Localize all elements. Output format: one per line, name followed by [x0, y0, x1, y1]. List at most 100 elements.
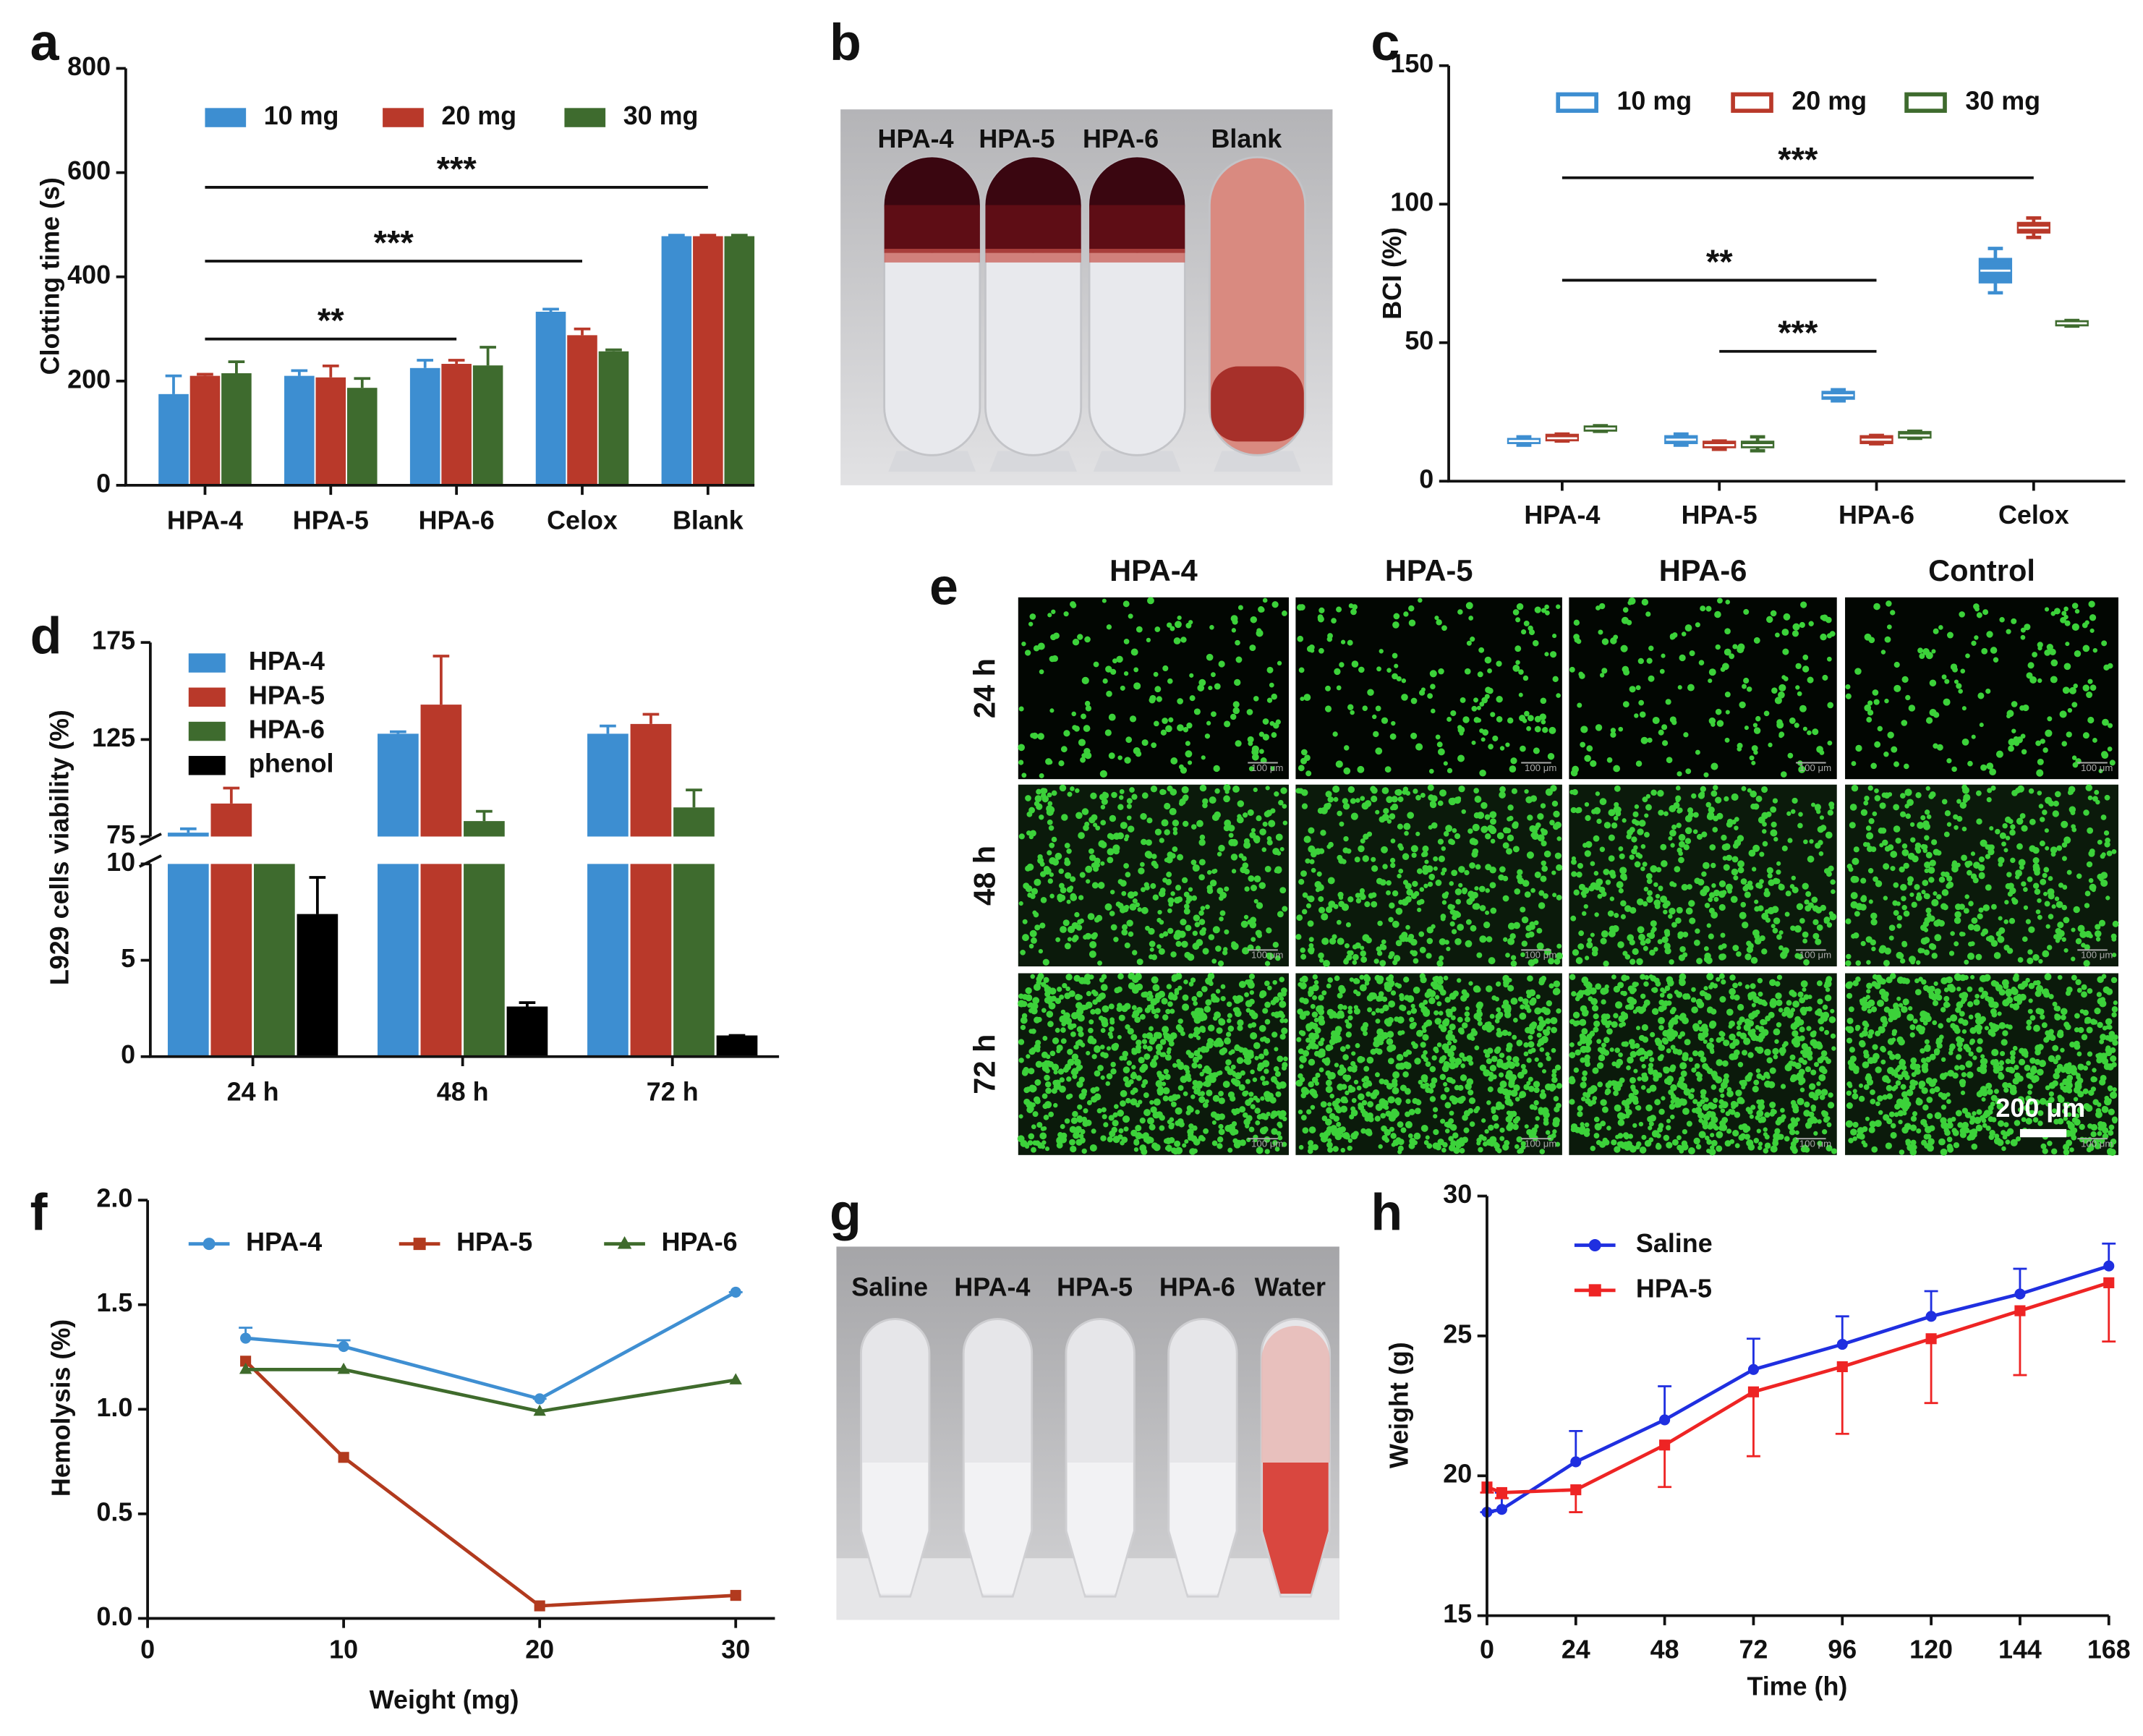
tube-liquid	[1170, 1463, 1236, 1594]
x-tick-label: 0	[140, 1635, 155, 1664]
marker	[730, 1286, 741, 1298]
y-tick-label: 5	[121, 944, 135, 973]
y-tick-label: 1.0	[96, 1393, 132, 1422]
legend-swatch	[205, 108, 247, 127]
y-tick-label: 15	[1443, 1599, 1472, 1628]
significance-label: ***	[1778, 314, 1818, 352]
error-bar	[1746, 1392, 1760, 1458]
y-axis-label: Hemolysis (%)	[46, 1319, 75, 1497]
axes	[1447, 65, 2126, 483]
error-bar	[600, 724, 616, 734]
error-bar	[197, 373, 213, 376]
y-axis-label: Clotting time (s)	[35, 177, 64, 375]
x-tick-label: 24 h	[227, 1077, 279, 1106]
error-bar	[228, 360, 245, 373]
panel-letter: g	[830, 1184, 861, 1242]
tube-base	[1214, 451, 1301, 472]
x-tick-label: HPA-6	[1839, 501, 1914, 529]
x-tick-label: HPA-4	[1524, 501, 1600, 529]
legend-swatch	[188, 756, 226, 775]
bar	[158, 393, 189, 485]
error-bar	[542, 307, 559, 312]
bar	[693, 236, 723, 485]
bar	[673, 807, 715, 1057]
photo-label: Water	[1255, 1273, 1326, 1302]
bar	[716, 1035, 758, 1057]
x-tick-label: 96	[1828, 1635, 1857, 1664]
bar	[630, 723, 672, 1057]
x-tick-label: 48	[1650, 1635, 1679, 1664]
cells	[1569, 785, 1837, 967]
cells	[1295, 784, 1563, 967]
inset-scale-label: 100 μm	[1799, 950, 1831, 961]
row-label: 24 h	[967, 658, 1001, 718]
y-tick-label: 600	[67, 156, 111, 185]
cells	[1845, 973, 2118, 1156]
x-tick-label: Celox	[547, 506, 618, 535]
cells	[1018, 783, 1288, 967]
x-tick-label: 24	[1562, 1635, 1590, 1664]
scale-bar	[2019, 1128, 2067, 1138]
legend-label: HPA-5	[249, 681, 325, 710]
column-label: Control	[1928, 553, 2035, 587]
marker	[1659, 1439, 1671, 1451]
panel-letter: c	[1371, 14, 1399, 72]
inset-scale-label: 100 μm	[1251, 950, 1283, 961]
x-tick-label: 72	[1739, 1635, 1768, 1664]
y-tick-label: 150	[1390, 49, 1433, 78]
inset-scale-label: 100 μm	[1799, 1138, 1831, 1149]
legend-label: 20 mg	[441, 101, 516, 130]
marker	[2014, 1305, 2026, 1316]
legend-marker	[413, 1238, 426, 1251]
legend-label: 10 mg	[1616, 86, 1692, 115]
marker	[338, 1452, 349, 1463]
y-tick-label: 175	[92, 626, 135, 655]
marker	[1496, 1504, 1507, 1515]
blood-residue	[884, 248, 980, 263]
row-label: 72 h	[967, 1034, 1001, 1094]
legend-label: HPA-5	[1636, 1274, 1712, 1303]
bar	[167, 833, 209, 1057]
bar	[420, 705, 462, 1057]
error-bar	[322, 365, 339, 378]
y-tick-label: 400	[67, 260, 111, 289]
error-bar	[574, 327, 591, 336]
cells	[1569, 597, 1836, 778]
x-tick-label: 144	[1998, 1635, 2042, 1664]
bar	[567, 335, 597, 485]
photo-label: HPA-4	[954, 1273, 1030, 1302]
series-line	[245, 1290, 737, 1401]
marker	[1747, 1386, 1760, 1397]
bar	[724, 236, 755, 485]
tube-liquid	[1067, 1463, 1133, 1594]
error-bar	[390, 730, 406, 734]
panel-letter: h	[1371, 1184, 1402, 1242]
error-bar	[730, 234, 748, 237]
blood-residue	[1089, 248, 1185, 263]
error-bar	[309, 876, 326, 914]
inset-scale-label: 100 μm	[1251, 762, 1283, 773]
marker	[1496, 1486, 1507, 1499]
legend-swatch	[188, 653, 226, 673]
y-tick-label: 1.5	[96, 1288, 132, 1317]
bar	[254, 864, 295, 1057]
row-label: 48 h	[967, 846, 1001, 906]
error-bar	[433, 655, 450, 705]
tube-base	[989, 451, 1078, 472]
error-bar	[1658, 1385, 1672, 1420]
legend-label: phenol	[249, 749, 334, 778]
error-bar	[605, 348, 622, 352]
error-bar	[417, 359, 434, 368]
y-tick-label: 50	[1405, 326, 1433, 355]
tube-sediment	[1211, 366, 1304, 442]
tube-liquid	[862, 1463, 929, 1594]
legend-swatch	[1904, 92, 1947, 113]
bar	[441, 364, 472, 485]
error-bar	[1924, 1338, 1938, 1405]
x-tick-label: 48 h	[437, 1077, 489, 1106]
panel-letter: a	[30, 14, 60, 72]
blood-clot	[884, 205, 980, 253]
bar	[506, 1006, 548, 1057]
significance-label: **	[318, 302, 344, 340]
legend-label: 30 mg	[1965, 86, 2040, 115]
